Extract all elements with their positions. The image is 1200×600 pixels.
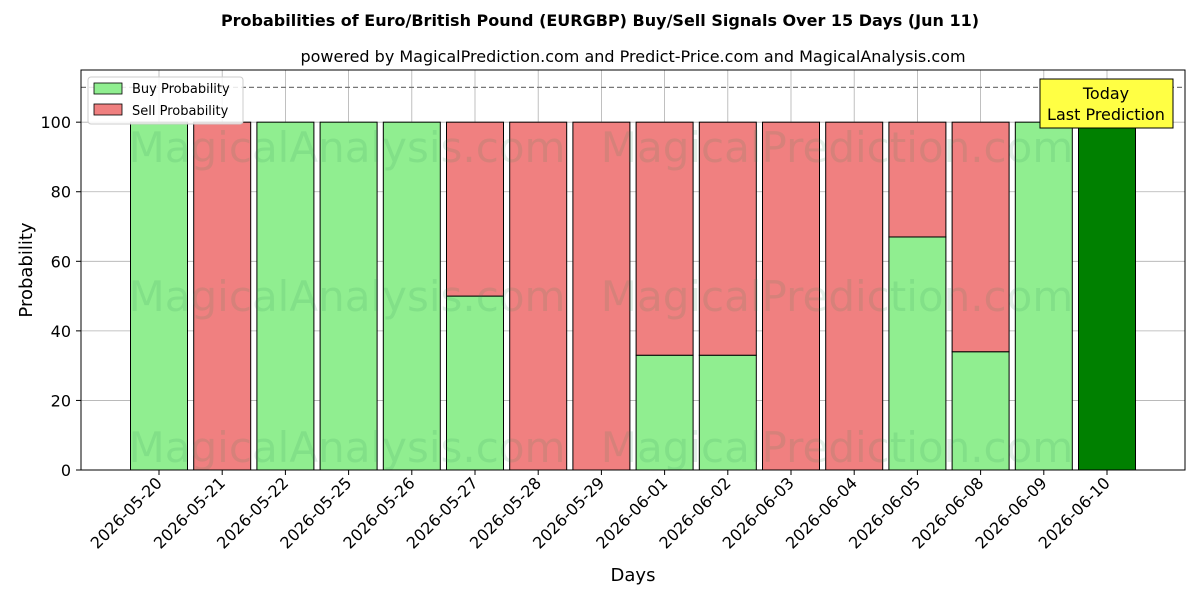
sell-bar <box>951 121 1010 353</box>
axes-frame <box>80 69 1186 471</box>
buy-bar <box>319 121 378 471</box>
watermark: MagicalPrediction.com <box>601 123 1074 172</box>
legend: Buy Probability Sell Probability <box>87 76 244 125</box>
y-tick-label: 100 <box>40 113 71 132</box>
watermark: MagicalPrediction.com <box>601 272 1074 321</box>
y-tick-label: 80 <box>51 183 71 202</box>
buy-bar <box>1014 121 1073 471</box>
sell-bar <box>509 121 568 471</box>
y-tick-label: 0 <box>61 461 71 480</box>
sell-bar <box>698 121 757 356</box>
sell-bar <box>888 121 947 238</box>
chart-title: Probabilities of Euro/British Pound (EUR… <box>221 11 979 30</box>
buy-bar <box>951 351 1010 471</box>
sell-bar <box>572 121 631 471</box>
legend-box <box>87 76 244 125</box>
legend-swatch-sell <box>93 103 123 116</box>
sell-bar <box>446 121 504 297</box>
sell-bar <box>762 121 820 471</box>
legend-label-buy: Buy Probability <box>132 82 230 97</box>
buy-bar <box>1078 121 1136 471</box>
watermark: MagicalAnalysis.com <box>129 423 566 472</box>
watermark: MagicalPrediction.com <box>601 423 1074 472</box>
buy-bar <box>888 236 947 471</box>
y-axis-label: Probability <box>16 222 37 317</box>
buy-bar <box>635 354 694 471</box>
watermarks: MagicalAnalysis.com MagicalPrediction.com… <box>129 123 1074 472</box>
y-tick-label: 60 <box>51 252 71 271</box>
last-prediction-label: Last Prediction <box>1047 105 1165 124</box>
buy-bar <box>446 295 504 471</box>
buy-bar <box>698 354 757 471</box>
y-tick-label: 40 <box>51 322 71 341</box>
watermark: MagicalAnalysis.com <box>129 272 566 321</box>
buy-bar <box>382 121 441 471</box>
chart-subtitle: powered by MagicalPrediction.com and Pre… <box>300 47 965 66</box>
bars <box>130 121 1136 471</box>
x-axis-label: Days <box>611 565 656 586</box>
legend-label-sell: Sell Probability <box>132 104 229 119</box>
legend-swatch-buy <box>93 82 123 95</box>
today-annotation-box <box>1039 78 1174 129</box>
y-axis: 0 20 40 60 80 100 <box>40 113 81 480</box>
sell-bar <box>635 121 694 356</box>
y-tick-label: 20 <box>51 391 71 410</box>
buy-bar <box>256 121 315 471</box>
today-annotation: Today Last Prediction <box>1039 78 1174 129</box>
x-axis: 2026-05-202026-05-212026-05-222026-05-25… <box>87 470 1114 553</box>
today-label: Today <box>1082 84 1129 103</box>
sell-bar <box>825 121 884 471</box>
watermark: MagicalAnalysis.com <box>129 123 566 172</box>
